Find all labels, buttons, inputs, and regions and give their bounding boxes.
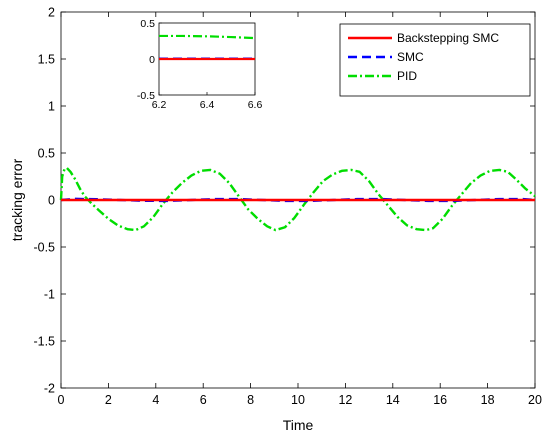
x-tick-label: 14 <box>386 393 400 407</box>
legend-label: PID <box>397 69 417 83</box>
inset-y-tick-label: 0 <box>149 54 155 66</box>
y-tick-label: -1 <box>44 288 55 302</box>
x-axis-label: Time <box>283 417 314 433</box>
y-tick-label: 1.5 <box>38 53 55 67</box>
x-tick-label: 18 <box>481 393 495 407</box>
y-tick-label: 0.5 <box>38 147 55 161</box>
x-tick-label: 16 <box>433 393 447 407</box>
inset-y-tick-label: -0.5 <box>137 90 155 102</box>
y-tick-label: -0.5 <box>33 241 55 255</box>
x-tick-label: 12 <box>338 393 352 407</box>
x-tick-label: 4 <box>152 393 159 407</box>
inset-x-tick-label: 6.2 <box>152 99 167 111</box>
y-tick-label: 2 <box>48 6 55 20</box>
y-tick-label: -1.5 <box>33 335 55 349</box>
x-tick-label: 0 <box>58 393 65 407</box>
legend-label: Backstepping SMC <box>397 31 499 45</box>
x-tick-label: 8 <box>247 393 254 407</box>
legend: Backstepping SMC SMC PID <box>339 23 531 97</box>
legend-label: SMC <box>397 50 424 64</box>
x-tick-label: 10 <box>291 393 305 407</box>
legend-box <box>339 23 531 97</box>
series-line-pid <box>59 166 536 232</box>
x-tick-label: 6 <box>200 393 207 407</box>
y-tick-label: 0 <box>48 194 55 208</box>
y-tick-label: 1 <box>48 100 55 114</box>
inset-x-tick-label: 6.6 <box>248 99 263 111</box>
inset-series-line-pid <box>159 34 256 40</box>
inset-x-tick-label: 6.4 <box>200 99 215 111</box>
x-tick-label: 2 <box>105 393 112 407</box>
y-tick-label: -2 <box>44 382 55 396</box>
inset-plot: 6.2 6.4 6.6 -0.5 0 0.5 <box>137 18 263 111</box>
y-axis-label: tracking error <box>9 158 25 241</box>
x-tick-label: 20 <box>528 393 542 407</box>
inset-y-tick-label: 0.5 <box>140 18 155 30</box>
